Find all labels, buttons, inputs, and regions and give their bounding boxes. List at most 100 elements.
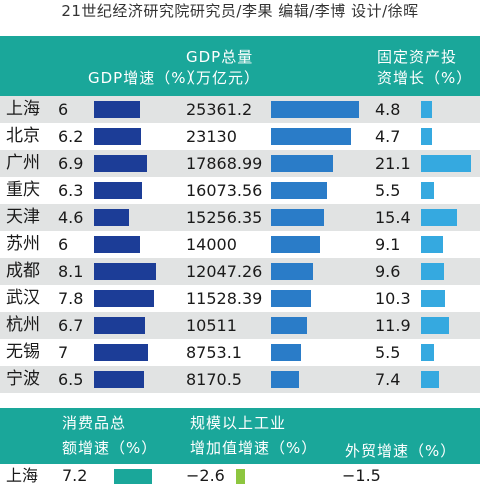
gdp-growth-value: 7.8	[58, 289, 84, 308]
gdp-growth-bar	[94, 236, 140, 253]
gdp-growth-bar	[94, 344, 148, 361]
city-name: 广州	[6, 153, 40, 173]
fai-growth-value: 9.6	[375, 262, 401, 281]
header-trade: 外贸增速（%）	[345, 442, 457, 460]
fai-growth-value: 10.3	[375, 289, 411, 308]
gdp-growth-bar	[94, 128, 141, 145]
fai-growth-bar	[421, 236, 443, 253]
gdp-growth-value: 6.3	[58, 181, 84, 200]
gdp-growth-value: 6.5	[58, 370, 84, 389]
gdp-total-value: 10511	[186, 316, 237, 335]
table-row: 上海 6 25361.2 4.8	[0, 96, 480, 123]
header-band: GDP增速（%） GDP总量 （万亿元） 固定资产投 资增长（%）	[0, 36, 480, 96]
city-name: 杭州	[6, 315, 40, 335]
consumption-bar	[114, 469, 152, 484]
gdp-total-value: 8170.5	[186, 370, 242, 389]
table-row: 成都 8.1 12047.26 9.6	[0, 258, 480, 285]
fai-growth-bar	[421, 371, 439, 388]
gdp-total-value: 15256.35	[186, 208, 263, 227]
gdp-total-value: 11528.39	[186, 289, 263, 308]
header-fai-line2: 资增长（%）	[377, 69, 473, 87]
gdp-total-value: 12047.26	[186, 262, 263, 281]
fai-growth-bar	[421, 101, 432, 118]
gdp-growth-value: 6	[58, 100, 69, 119]
fai-growth-bar	[421, 128, 432, 145]
second-header-band: 消费品总 额增速（%） 规模以上工业 增加值增速（%） 外贸增速（%）	[0, 408, 480, 464]
gdp-total-value: 17868.99	[186, 154, 263, 173]
gdp-total-bar	[271, 317, 307, 334]
fai-growth-bar	[421, 155, 471, 172]
table-row: 苏州 6 14000 9.1	[0, 231, 480, 258]
gdp-growth-bar	[94, 182, 142, 199]
gdp-total-bar	[271, 263, 313, 280]
fai-growth-bar	[421, 263, 444, 280]
fai-growth-value: 7.4	[375, 370, 401, 389]
fai-growth-value: 11.9	[375, 316, 411, 335]
gdp-growth-value: 8.1	[58, 262, 84, 281]
gdp-total-bar	[271, 236, 320, 253]
header-consumption-line2: 额增速（%）	[62, 439, 158, 457]
fai-growth-value: 15.4	[375, 208, 411, 227]
gdp-growth-bar	[94, 101, 140, 118]
city-name: 上海	[6, 99, 40, 119]
header-industry-line1: 规模以上工业	[190, 414, 287, 432]
header-industry-line2: 增加值增速（%）	[190, 439, 318, 457]
table-row: 武汉 7.8 11528.39 10.3	[0, 285, 480, 312]
table-row: 无锡 7 8753.1 5.5	[0, 339, 480, 366]
city-name: 成都	[6, 261, 40, 281]
fai-growth-bar	[421, 209, 457, 226]
gdp-growth-bar	[94, 317, 145, 334]
gdp-total-bar	[271, 155, 333, 172]
gdp-growth-value: 6.7	[58, 316, 84, 335]
fai-growth-value: 4.7	[375, 127, 401, 146]
fai-growth-value: 21.1	[375, 154, 411, 173]
table-row: 重庆 6.3 16073.56 5.5	[0, 177, 480, 204]
gdp-total-value: 8753.1	[186, 343, 242, 362]
fai-growth-value: 9.1	[375, 235, 401, 254]
table-row: 广州 6.9 17868.99 21.1	[0, 150, 480, 177]
gdp-growth-bar	[94, 209, 129, 226]
city-name: 宁波	[6, 369, 40, 389]
credit-line: 21世纪经济研究院研究员/李果 编辑/李博 设计/徐晖	[61, 2, 419, 20]
section-gap	[0, 398, 480, 408]
header-consumption-line1: 消费品总	[62, 414, 127, 432]
trade-value: −1.5	[342, 466, 381, 485]
industry-bar	[236, 469, 245, 484]
fai-growth-bar	[421, 344, 434, 361]
header-gdp-total-line1: GDP总量	[186, 48, 254, 66]
gdp-total-bar	[271, 128, 351, 145]
fai-growth-bar	[421, 317, 449, 334]
gdp-total-value: 23130	[186, 127, 237, 146]
fai-growth-value: 4.8	[375, 100, 401, 119]
gdp-total-bar	[271, 182, 327, 199]
gdp-growth-value: 6.2	[58, 127, 84, 146]
fai-growth-value: 5.5	[375, 181, 401, 200]
gdp-total-bar	[271, 209, 324, 226]
gdp-growth-value: 6.9	[58, 154, 84, 173]
city-name: 重庆	[6, 180, 40, 200]
table-row: 天津 4.6 15256.35 15.4	[0, 204, 480, 231]
city-name: 苏州	[6, 234, 40, 254]
fai-growth-value: 5.5	[375, 343, 401, 362]
gdp-growth-value: 7	[58, 343, 69, 362]
header-fai-line1: 固定资产投	[377, 48, 458, 66]
header-gdp-growth: GDP增速（%）	[88, 69, 203, 87]
gdp-growth-bar	[94, 371, 144, 388]
table-row: 北京 6.2 23130 4.7	[0, 123, 480, 150]
city-name: 天津	[6, 207, 40, 227]
gdp-total-bar	[271, 344, 301, 361]
gdp-total-bar	[271, 371, 299, 388]
gdp-total-bar	[271, 101, 359, 118]
fai-growth-bar	[421, 290, 445, 307]
fai-growth-bar	[421, 182, 434, 199]
gdp-total-value: 14000	[186, 235, 237, 254]
gdp-growth-bar	[94, 290, 154, 307]
table-row: 杭州 6.7 10511 11.9	[0, 312, 480, 339]
table-row: 宁波 6.5 8170.5 7.4	[0, 366, 480, 393]
city-name: 武汉	[6, 288, 40, 308]
second-table-row: 上海 7.2 −2.6 −1.5	[0, 464, 480, 486]
city-cell: 上海	[6, 466, 39, 485]
header-gdp-total-line2: （万亿元）	[180, 69, 261, 87]
city-name: 无锡	[6, 342, 40, 362]
